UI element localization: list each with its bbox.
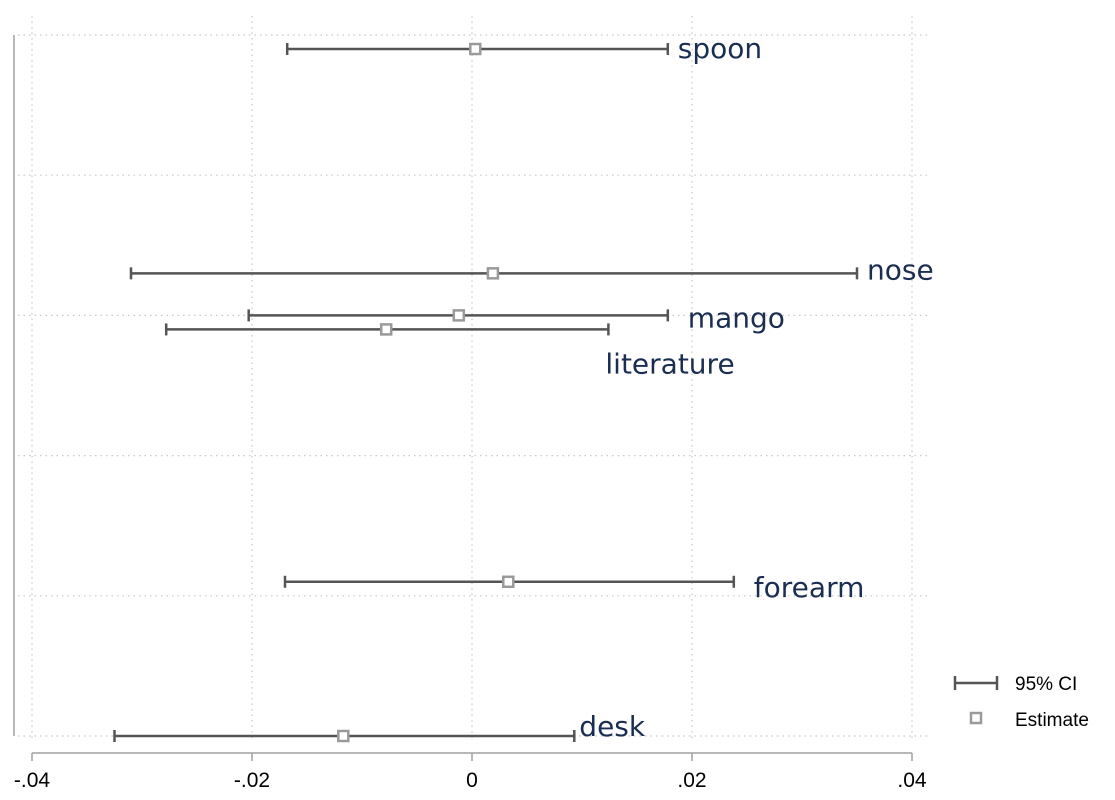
point-label-literature: literature [605, 347, 734, 380]
estimate-marker-literature [379, 323, 393, 336]
x-tick-label-4: .04 [897, 769, 927, 792]
x-axis-ticks: -.04 -.02 0 .02 .04 [14, 753, 927, 792]
legend-estimate-symbol [969, 711, 983, 725]
estimate-row-desk: desk [113, 710, 646, 743]
estimate-marker-nose [486, 267, 500, 280]
legend: 95% CI Estimate [953, 674, 1089, 731]
legend-label-estimate: Estimate [1015, 710, 1089, 731]
estimate-marker-forearm [502, 575, 515, 589]
estimate-row-forearm: forearm [283, 571, 865, 604]
point-label-forearm: forearm [754, 571, 865, 604]
estimate-row-nose: nose [129, 253, 934, 286]
estimate-marker-mango [452, 309, 466, 322]
x-tick-label-2: 0 [466, 769, 478, 792]
point-label-desk: desk [579, 710, 646, 743]
x-tick-label-0: -.04 [14, 769, 51, 792]
estimate-marker-spoon [469, 42, 482, 56]
estimate-marker-desk [337, 729, 350, 743]
estimate-row-mango: mango [247, 301, 785, 334]
x-tick-label-3: .02 [677, 769, 706, 792]
legend-ci-symbol [953, 676, 999, 690]
point-label-spoon: spoon [678, 32, 762, 65]
estimate-row-literature: literature [164, 323, 735, 380]
x-tick-label-1: -.02 [234, 769, 270, 792]
grid-lines [18, 16, 928, 740]
estimate-row-spoon: spoon [285, 32, 762, 65]
estimates: spoon nose mango literature forearm desk [113, 32, 934, 743]
legend-label-ci: 95% CI [1015, 674, 1077, 695]
point-label-mango: mango [688, 301, 785, 334]
point-label-nose: nose [867, 253, 934, 286]
